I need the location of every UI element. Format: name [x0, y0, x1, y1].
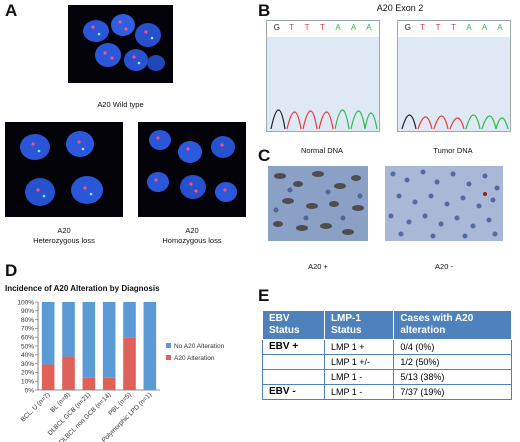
base-call: G — [404, 23, 411, 32]
y-tick-label: 50% — [21, 343, 34, 350]
cell-ebv: EBV - — [262, 384, 325, 400]
base-call: T — [420, 23, 426, 32]
table-header-row: EBV Status LMP-1 Status Cases with A20 a… — [262, 310, 512, 340]
y-tick-label: 0% — [25, 387, 35, 394]
bar-segment — [123, 337, 136, 390]
panel-label-e: E — [258, 286, 270, 305]
base-call: T — [451, 23, 456, 32]
y-tick-label: 60% — [21, 335, 34, 342]
x-tick-label: BCL, U (n=7) — [20, 391, 52, 423]
base-call: T — [320, 23, 325, 32]
fish-image-homozygous — [138, 122, 246, 217]
a20-negative-caption: A20 - — [435, 262, 453, 271]
bar-segment — [102, 302, 116, 378]
table-row: LMP 1 +/- 1/2 (50%) — [262, 354, 512, 370]
cell-cases: 5/13 (38%) — [393, 369, 512, 385]
base-call: A — [481, 23, 488, 32]
cell-lmp1: LMP 1 - — [323, 369, 395, 385]
header-ebv-status: EBV Status — [262, 310, 325, 340]
hom-caption-line2: Homozygous loss — [162, 236, 222, 245]
base-call: G — [273, 23, 280, 32]
cell-ebv — [262, 369, 325, 385]
hom-caption-line1: A20 — [185, 226, 199, 235]
base-call: A — [466, 23, 472, 32]
bar-segment — [41, 364, 55, 390]
table-row: EBV + LMP 1 + 0/4 (0%) — [262, 339, 512, 355]
bar-segment — [123, 302, 136, 338]
y-tick-label: 100% — [17, 299, 34, 306]
table-row: EBV - LMP 1 - 7/37 (19%) — [262, 384, 512, 400]
cell-cases: 7/37 (19%) — [393, 384, 512, 400]
panel-label-a: A — [5, 1, 18, 20]
base-call: T — [304, 23, 310, 32]
base-call: T — [435, 23, 441, 32]
legend-swatch — [166, 355, 171, 360]
legend-swatch — [166, 343, 171, 348]
trace-normal — [267, 37, 379, 131]
legend-label: A20 Alteration — [174, 355, 215, 362]
panel-label-b: B — [258, 1, 271, 20]
bar-segment — [143, 302, 157, 390]
y-tick-label: 80% — [21, 317, 34, 324]
table-row: LMP 1 - 5/13 (38%) — [262, 369, 512, 385]
cell-lmp1: LMP 1 +/- — [323, 354, 395, 370]
panel-label-c: C — [258, 146, 271, 165]
het-caption-line1: A20 — [57, 226, 71, 235]
cell-lmp1: LMP 1 + — [323, 339, 395, 355]
legend-label: No A20 Alteration — [174, 343, 225, 350]
fish-image-wild-type — [68, 5, 173, 83]
ihc-image-a20-negative — [385, 166, 503, 241]
bar-segment — [82, 302, 96, 378]
cell-ebv: EBV + — [262, 339, 325, 355]
chart-incidence-by-diagnosis: 0%10% 20% 30% 40% 50%60% 70% 80% 90% 100% BCL, U … — [17, 299, 225, 442]
trace-tumor — [398, 37, 510, 131]
base-call: A — [335, 23, 341, 32]
chart-title: Incidence of A20 Alteration by Diagnosis — [5, 284, 160, 293]
tumor-dna-caption: Tumor DNA — [433, 146, 473, 155]
y-tick-label: 40% — [21, 352, 34, 359]
normal-dna-caption: Normal DNA — [300, 146, 344, 155]
bar-segment — [41, 302, 55, 365]
bar-segment — [82, 377, 96, 390]
base-call: A — [350, 23, 357, 32]
header-cases: Cases with A20 alteration — [393, 310, 512, 340]
y-tick-label: 70% — [21, 326, 34, 333]
fish-image-heterozygous — [5, 122, 123, 217]
het-caption-line2: Heterozygous loss — [33, 236, 95, 245]
panel-label-d: D — [5, 261, 18, 280]
header-lmp1-status: LMP-1 Status — [323, 310, 395, 340]
panel-b-title: A20 Exon 2 — [376, 3, 424, 13]
hom-caption: A20 Homozygous loss — [138, 226, 246, 246]
y-tick-label: 30% — [21, 361, 34, 368]
bar-segment — [102, 377, 116, 390]
cell-lmp1: LMP 1 - — [323, 384, 395, 400]
base-call: T — [289, 23, 295, 32]
ihc-image-a20-positive — [268, 166, 368, 241]
bar-segment — [62, 302, 75, 357]
bar-segment — [62, 356, 75, 390]
cell-ebv — [262, 354, 325, 370]
ebv-lmp1-table: EBV Status LMP-1 Status Cases with A20 a… — [262, 310, 512, 400]
y-tick-label: 10% — [21, 379, 34, 386]
cell-cases: 1/2 (50%) — [393, 354, 512, 370]
y-tick-label: 20% — [21, 370, 34, 377]
het-caption: A20 Heterozygous loss — [5, 226, 123, 246]
cell-cases: 0/4 (0%) — [393, 339, 512, 355]
wild-type-caption: A20 Wild type — [97, 100, 144, 109]
a20-positive-caption: A20 + — [308, 262, 328, 271]
y-tick-label: 90% — [21, 308, 34, 315]
base-call: A — [366, 23, 372, 32]
base-call: A — [497, 23, 503, 32]
